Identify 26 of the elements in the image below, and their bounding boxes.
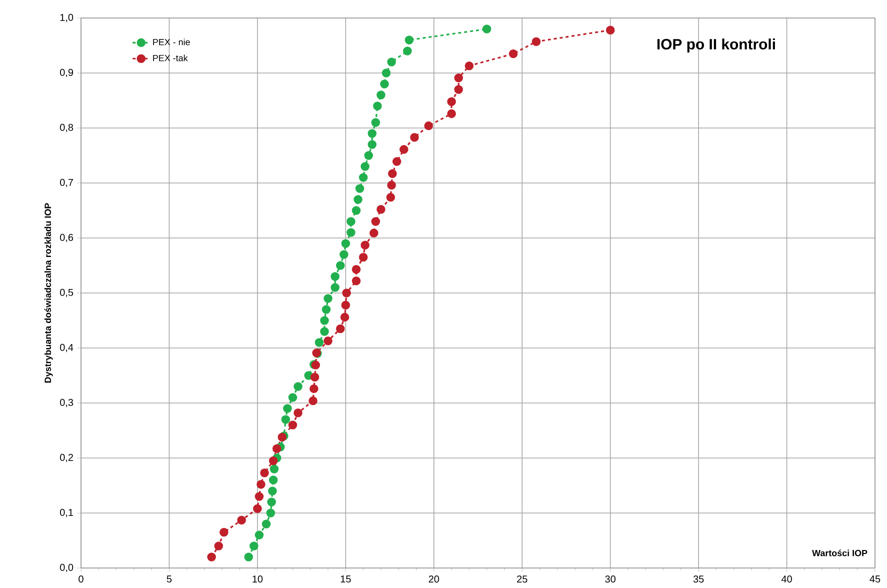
- x-tick-label: 5: [166, 576, 172, 582]
- y-tick-label: 0,0: [60, 564, 74, 572]
- x-tick-label: 10: [252, 576, 263, 583]
- y-tick-label: 0,2: [60, 454, 73, 462]
- y-tick-label: 0,4: [60, 344, 74, 352]
- y-tick-label: 0,8: [60, 124, 74, 132]
- x-tick-label: 15: [340, 576, 351, 582]
- y-tick-label: 0,7: [60, 178, 73, 188]
- legend-label: PEX -tak: [153, 54, 188, 62]
- y-axis-title: Dystrybuanta doświadczalna rozkładu IOP: [44, 203, 53, 383]
- x-tick-label: 25: [517, 576, 528, 583]
- legend-label: PEX - nie: [153, 38, 190, 46]
- y-tick-label: 0,3: [60, 398, 74, 408]
- y-tick-label: 0,9: [60, 68, 74, 78]
- y-tick-label: 1,0: [60, 14, 74, 22]
- x-tick-label: 45: [870, 576, 880, 582]
- x-tick-label: 20: [428, 576, 440, 583]
- x-tick-label: 30: [605, 576, 616, 583]
- text: IOP po II kontroli: [657, 38, 775, 52]
- x-tick-label: 0: [78, 576, 84, 583]
- x-tick-label: 40: [781, 576, 792, 583]
- x-tick-label: 35: [693, 576, 704, 583]
- y-tick-label: 0,1: [60, 508, 73, 518]
- x-axis-title: Wartości IOP: [812, 550, 868, 556]
- y-tick-label: 0,5: [60, 288, 74, 298]
- y-tick-label: 0,6: [60, 234, 74, 242]
